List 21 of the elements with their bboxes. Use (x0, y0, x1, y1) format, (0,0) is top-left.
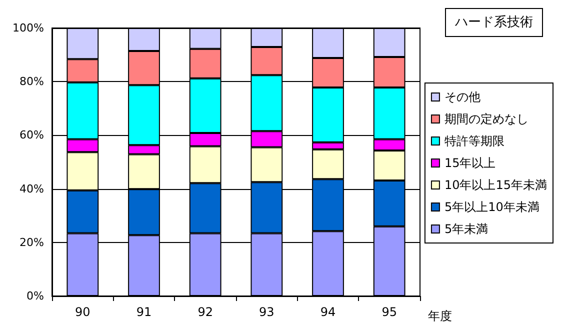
x-tick-label: 91 (136, 305, 152, 319)
y-tick-label: 40% (20, 182, 44, 196)
y-tick-label: 100% (12, 22, 44, 34)
y-tick-label: 20% (20, 236, 44, 249)
legend-label: 期間の定めなし (444, 112, 528, 126)
legend-label: 10年以上15年未満 (444, 178, 548, 192)
x-tick-label: 94 (320, 305, 336, 319)
legend-label: その他 (444, 90, 480, 104)
legend-label: 5年未満 (444, 222, 488, 236)
x-tick-label: 90 (75, 305, 90, 319)
legend-label: 特許等期限 (444, 134, 504, 148)
x-tick-label: 93 (259, 305, 274, 319)
y-tick-label: 60% (20, 128, 44, 142)
y-tick-label: 80% (20, 75, 44, 88)
legend-label: 5年以上10年未満 (444, 200, 540, 214)
x-axis-title: 年度 (428, 309, 452, 323)
y-tick-label: 0% (26, 290, 44, 302)
x-tick-label: 92 (198, 305, 213, 319)
text: ハード系技術 (454, 15, 533, 30)
x-tick-label: 95 (382, 305, 397, 319)
legend-label: 15年以上 (444, 156, 496, 170)
